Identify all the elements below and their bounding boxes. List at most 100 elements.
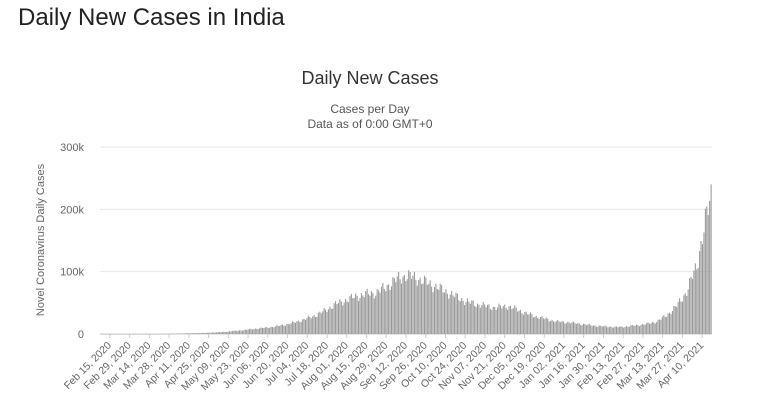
daily-case-bar [214, 332, 216, 334]
daily-case-bar [280, 324, 282, 334]
daily-case-bar [550, 321, 552, 334]
daily-case-bar [517, 311, 519, 334]
y-tick-label: 300k [60, 142, 84, 154]
daily-case-bar [534, 316, 536, 334]
daily-case-bar [561, 321, 563, 334]
daily-case-bar [595, 326, 597, 334]
daily-case-bar [283, 325, 285, 334]
daily-case-bar [211, 332, 213, 334]
daily-case-bar [385, 291, 387, 334]
daily-case-bar [626, 326, 628, 334]
daily-case-bar [545, 317, 547, 334]
daily-case-bar [282, 324, 284, 334]
daily-case-bar [571, 322, 573, 334]
daily-case-bar [468, 301, 470, 334]
daily-case-bar [220, 332, 222, 334]
daily-case-bar [459, 301, 461, 334]
daily-case-bar [448, 298, 450, 334]
daily-case-bar [562, 321, 565, 334]
daily-case-bar [269, 327, 271, 334]
daily-case-bar [217, 332, 219, 334]
daily-case-bar [601, 326, 603, 334]
daily-case-bar [664, 316, 666, 334]
daily-case-bar [669, 312, 671, 334]
daily-case-bar [294, 322, 296, 334]
daily-case-bar [650, 323, 652, 334]
daily-case-bar [343, 302, 345, 334]
daily-case-bar [469, 303, 471, 334]
daily-case-bar [524, 312, 526, 334]
daily-case-bar [689, 278, 691, 334]
daily-case-bar [406, 279, 408, 334]
daily-case-bar [243, 330, 245, 334]
daily-case-bar [614, 326, 616, 334]
daily-case-bar [452, 295, 454, 334]
daily-case-bar [333, 303, 335, 334]
daily-case-bar [454, 297, 456, 334]
daily-case-bar [492, 306, 494, 334]
daily-case-bar [628, 326, 630, 334]
daily-case-bar [279, 326, 281, 334]
daily-case-bar [187, 333, 189, 334]
daily-case-bar [322, 311, 324, 334]
daily-case-bar [241, 330, 243, 334]
daily-case-bar [636, 324, 638, 334]
daily-case-bar [575, 324, 577, 334]
daily-case-bar [709, 200, 711, 334]
daily-case-bar [191, 333, 193, 334]
daily-case-bar [680, 301, 682, 334]
daily-case-bar [386, 285, 388, 334]
daily-case-bar [247, 329, 249, 334]
daily-case-bar [644, 324, 646, 334]
daily-case-bar [372, 292, 374, 334]
daily-case-bar [418, 279, 420, 334]
daily-case-bar [615, 326, 618, 334]
daily-case-bar [696, 269, 698, 334]
daily-case-bar [435, 283, 437, 334]
daily-case-bar [704, 208, 706, 334]
daily-case-bar [531, 314, 533, 334]
daily-case-bar [699, 251, 701, 334]
daily-case-bar [568, 322, 570, 334]
daily-case-bar [684, 293, 686, 334]
daily-case-bar [456, 293, 458, 334]
chart-title: Daily New Cases [301, 68, 438, 88]
daily-case-bar [180, 333, 182, 334]
daily-case-bar [216, 332, 218, 334]
daily-case-bar [512, 308, 514, 334]
daily-case-bar [319, 311, 321, 334]
daily-case-bar [276, 325, 278, 334]
daily-case-bar [345, 298, 347, 334]
daily-case-bar [403, 274, 405, 334]
daily-case-bar [504, 304, 506, 334]
daily-case-bar [261, 328, 264, 334]
daily-case-bar [485, 307, 487, 334]
daily-case-bar [508, 306, 510, 334]
daily-case-bar [438, 289, 440, 334]
daily-case-bar [482, 301, 484, 334]
daily-case-bar [325, 309, 327, 334]
daily-case-bar [679, 298, 681, 334]
daily-case-bar [653, 322, 655, 334]
daily-case-bar [399, 279, 401, 334]
daily-case-bar [346, 301, 348, 334]
daily-case-bar [231, 331, 233, 334]
daily-case-bar [613, 327, 615, 334]
daily-case-bar [249, 328, 251, 334]
daily-case-bar [603, 326, 605, 334]
daily-case-bar [207, 332, 209, 334]
daily-case-bar [584, 324, 586, 334]
daily-case-bar [208, 332, 211, 334]
daily-case-bar [710, 184, 712, 334]
daily-case-bar [201, 332, 203, 334]
daily-case-bar [570, 323, 572, 334]
daily-case-bar [471, 300, 473, 334]
y-axis-title: Novel Coronavirus Daily Cases [35, 163, 47, 316]
daily-case-bar [286, 323, 288, 334]
daily-case-bar [552, 321, 554, 334]
daily-case-bar [296, 321, 298, 334]
daily-case-bar [514, 305, 516, 334]
daily-case-bar [690, 276, 692, 334]
daily-case-bar [206, 332, 208, 334]
chart-subtitle-line-1: Cases per Day [330, 102, 409, 116]
